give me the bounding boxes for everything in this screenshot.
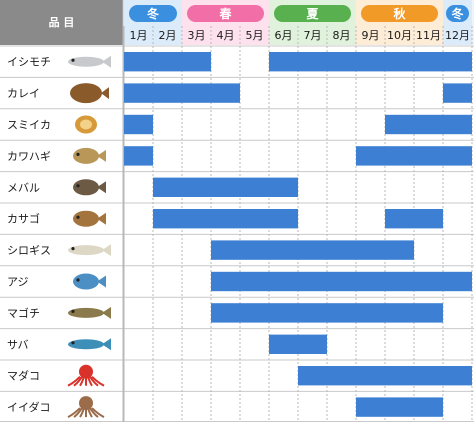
season-bar-7-0 bbox=[211, 271, 472, 292]
season-pill-1 bbox=[187, 5, 264, 22]
month-label-7: 7月 bbox=[304, 29, 322, 42]
season-bar-3-1 bbox=[356, 146, 472, 166]
season-bar-5-0 bbox=[153, 209, 298, 229]
fish-name-0: イシモチ bbox=[7, 56, 51, 69]
fish-name-3: カワハギ bbox=[7, 150, 51, 163]
fish-filefish-icon bbox=[73, 147, 106, 164]
month-label-10: 10月 bbox=[387, 29, 412, 42]
small-octopus-icon bbox=[67, 396, 105, 418]
season-label-4: 冬 bbox=[451, 6, 463, 21]
fish-name-4: メバル bbox=[7, 181, 40, 194]
fish-croaker-icon bbox=[68, 55, 111, 68]
season-pill-3 bbox=[361, 5, 438, 22]
season-bar-4-0 bbox=[153, 177, 298, 197]
fish-scorpionfish-icon bbox=[73, 210, 106, 227]
season-bar-1-1 bbox=[443, 83, 472, 103]
month-label-8: 8月 bbox=[333, 29, 351, 42]
fish-name-10: マダコ bbox=[7, 369, 40, 383]
season-pill-2 bbox=[274, 5, 351, 22]
fish-mackerel-icon bbox=[68, 338, 111, 351]
header-cell bbox=[0, 0, 123, 45]
season-label-2: 夏 bbox=[306, 7, 319, 21]
fish-whiting-icon bbox=[68, 244, 111, 257]
season-bar-10-0 bbox=[298, 366, 472, 386]
fish-name-9: サバ bbox=[7, 338, 29, 351]
fish-flathead-icon bbox=[68, 306, 111, 319]
season-bar-0-0 bbox=[124, 52, 211, 72]
season-pill-4 bbox=[446, 5, 469, 22]
month-label-5: 5月 bbox=[246, 29, 264, 42]
fish-name-7: アジ bbox=[7, 276, 29, 289]
season-bar-9-0 bbox=[269, 334, 327, 354]
season-label-3: 秋 bbox=[393, 6, 406, 21]
month-label-3: 3月 bbox=[188, 29, 206, 42]
fish-name-2: スミイカ bbox=[7, 119, 51, 132]
season-bar-11-0 bbox=[356, 397, 443, 417]
month-label-11: 11月 bbox=[416, 29, 441, 42]
fish-name-6: シロギス bbox=[7, 244, 51, 257]
fish-name-5: カサゴ bbox=[7, 212, 40, 226]
month-label-1: 1月 bbox=[130, 29, 148, 42]
fish-name-11: イイダコ bbox=[7, 400, 51, 414]
fish-name-8: マゴチ bbox=[7, 306, 40, 320]
season-pill-0 bbox=[129, 5, 177, 22]
month-label-4: 4月 bbox=[217, 29, 235, 42]
season-bar-5-1 bbox=[385, 209, 443, 229]
cuttlefish-icon bbox=[75, 115, 97, 134]
octopus-icon bbox=[67, 364, 105, 387]
month-label-2: 2月 bbox=[159, 29, 177, 42]
fish-rockfish-icon bbox=[73, 179, 106, 196]
season-label-0: 冬 bbox=[147, 6, 159, 21]
season-bar-2-0 bbox=[124, 114, 153, 135]
season-bar-2-1 bbox=[385, 114, 472, 135]
season-bar-3-0 bbox=[124, 146, 153, 166]
header-label: 品 目 bbox=[49, 16, 75, 29]
month-label-12: 12月 bbox=[445, 29, 470, 42]
fish-name-1: カレイ bbox=[7, 87, 40, 100]
fish-horse-mackerel-icon bbox=[73, 273, 106, 290]
season-bar-0-1 bbox=[269, 52, 472, 72]
month-label-6: 6月 bbox=[275, 29, 293, 42]
fish-flounder-icon bbox=[70, 83, 109, 104]
season-label-1: 春 bbox=[218, 6, 232, 21]
season-bar-8-0 bbox=[211, 303, 443, 323]
season-bar-1-0 bbox=[124, 83, 240, 103]
month-label-9: 9月 bbox=[362, 29, 380, 42]
season-bar-6-0 bbox=[211, 240, 414, 260]
